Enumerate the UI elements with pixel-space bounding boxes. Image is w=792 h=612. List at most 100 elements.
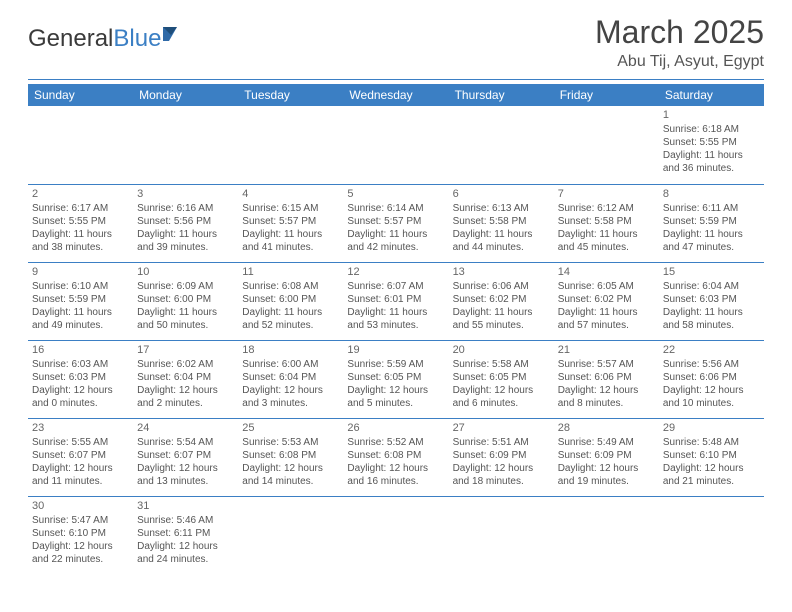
daylight-line: Daylight: 12 hours (453, 384, 550, 397)
day-number: 13 (453, 265, 550, 279)
calendar-row: 30Sunrise: 5:47 AMSunset: 6:10 PMDayligh… (28, 496, 764, 574)
weekday-header: Monday (133, 84, 238, 106)
sunrise-line: Sunrise: 6:18 AM (663, 123, 760, 136)
calendar-cell: 11Sunrise: 6:08 AMSunset: 6:00 PMDayligh… (238, 262, 343, 340)
sunset-line: Sunset: 5:59 PM (32, 293, 129, 306)
calendar-head: SundayMondayTuesdayWednesdayThursdayFrid… (28, 84, 764, 106)
day-number: 24 (137, 421, 234, 435)
daylight-line: Daylight: 12 hours (347, 462, 444, 475)
daylight-line: and 8 minutes. (558, 397, 655, 410)
calendar-cell: 19Sunrise: 5:59 AMSunset: 6:05 PMDayligh… (343, 340, 448, 418)
daylight-line: Daylight: 11 hours (453, 306, 550, 319)
calendar-cell: 1Sunrise: 6:18 AMSunset: 5:55 PMDaylight… (659, 106, 764, 184)
calendar-cell-empty (343, 496, 448, 574)
calendar-cell: 26Sunrise: 5:52 AMSunset: 6:08 PMDayligh… (343, 418, 448, 496)
daylight-line: Daylight: 12 hours (663, 384, 760, 397)
daylight-line: Daylight: 11 hours (663, 228, 760, 241)
calendar-cell: 29Sunrise: 5:48 AMSunset: 6:10 PMDayligh… (659, 418, 764, 496)
calendar-cell: 2Sunrise: 6:17 AMSunset: 5:55 PMDaylight… (28, 184, 133, 262)
daylight-line: and 50 minutes. (137, 319, 234, 332)
sunrise-line: Sunrise: 6:04 AM (663, 280, 760, 293)
day-number: 5 (347, 187, 444, 201)
sunrise-line: Sunrise: 6:05 AM (558, 280, 655, 293)
sunset-line: Sunset: 5:57 PM (347, 215, 444, 228)
calendar-row: 2Sunrise: 6:17 AMSunset: 5:55 PMDaylight… (28, 184, 764, 262)
daylight-line: and 49 minutes. (32, 319, 129, 332)
sunrise-line: Sunrise: 6:12 AM (558, 202, 655, 215)
day-number: 21 (558, 343, 655, 357)
weekday-header: Thursday (449, 84, 554, 106)
calendar-body: 1Sunrise: 6:18 AMSunset: 5:55 PMDaylight… (28, 106, 764, 574)
calendar-cell: 23Sunrise: 5:55 AMSunset: 6:07 PMDayligh… (28, 418, 133, 496)
daylight-line: Daylight: 12 hours (137, 540, 234, 553)
day-number: 15 (663, 265, 760, 279)
sunrise-line: Sunrise: 5:57 AM (558, 358, 655, 371)
calendar-cell: 18Sunrise: 6:00 AMSunset: 6:04 PMDayligh… (238, 340, 343, 418)
weekday-header: Friday (554, 84, 659, 106)
daylight-line: Daylight: 12 hours (558, 462, 655, 475)
daylight-line: and 58 minutes. (663, 319, 760, 332)
weekday-header: Saturday (659, 84, 764, 106)
sunset-line: Sunset: 6:05 PM (453, 371, 550, 384)
sunrise-line: Sunrise: 5:51 AM (453, 436, 550, 449)
calendar-cell: 21Sunrise: 5:57 AMSunset: 6:06 PMDayligh… (554, 340, 659, 418)
sunrise-line: Sunrise: 5:48 AM (663, 436, 760, 449)
sunrise-line: Sunrise: 5:52 AM (347, 436, 444, 449)
daylight-line: and 47 minutes. (663, 241, 760, 254)
sunrise-line: Sunrise: 5:54 AM (137, 436, 234, 449)
daylight-line: and 44 minutes. (453, 241, 550, 254)
calendar-cell-empty (28, 106, 133, 184)
daylight-line: and 36 minutes. (663, 162, 760, 175)
daylight-line: and 57 minutes. (558, 319, 655, 332)
day-number: 26 (347, 421, 444, 435)
calendar-cell: 4Sunrise: 6:15 AMSunset: 5:57 PMDaylight… (238, 184, 343, 262)
sunset-line: Sunset: 5:56 PM (137, 215, 234, 228)
calendar-cell: 15Sunrise: 6:04 AMSunset: 6:03 PMDayligh… (659, 262, 764, 340)
sunset-line: Sunset: 5:58 PM (558, 215, 655, 228)
day-number: 29 (663, 421, 760, 435)
calendar-row: 23Sunrise: 5:55 AMSunset: 6:07 PMDayligh… (28, 418, 764, 496)
daylight-line: Daylight: 11 hours (242, 306, 339, 319)
daylight-line: and 41 minutes. (242, 241, 339, 254)
sunrise-line: Sunrise: 6:07 AM (347, 280, 444, 293)
daylight-line: and 5 minutes. (347, 397, 444, 410)
sunset-line: Sunset: 6:04 PM (242, 371, 339, 384)
daylight-line: and 19 minutes. (558, 475, 655, 488)
daylight-line: and 18 minutes. (453, 475, 550, 488)
daylight-line: Daylight: 11 hours (32, 306, 129, 319)
sunset-line: Sunset: 6:01 PM (347, 293, 444, 306)
daylight-line: Daylight: 11 hours (347, 228, 444, 241)
daylight-line: and 22 minutes. (32, 553, 129, 566)
daylight-line: Daylight: 12 hours (137, 462, 234, 475)
sunset-line: Sunset: 6:04 PM (137, 371, 234, 384)
day-number: 8 (663, 187, 760, 201)
sunset-line: Sunset: 6:11 PM (137, 527, 234, 540)
sunset-line: Sunset: 6:00 PM (137, 293, 234, 306)
calendar-row: 1Sunrise: 6:18 AMSunset: 5:55 PMDaylight… (28, 106, 764, 184)
sunset-line: Sunset: 6:02 PM (558, 293, 655, 306)
calendar-cell: 22Sunrise: 5:56 AMSunset: 6:06 PMDayligh… (659, 340, 764, 418)
daylight-line: Daylight: 12 hours (32, 540, 129, 553)
calendar-cell: 6Sunrise: 6:13 AMSunset: 5:58 PMDaylight… (449, 184, 554, 262)
calendar-cell: 27Sunrise: 5:51 AMSunset: 6:09 PMDayligh… (449, 418, 554, 496)
sunset-line: Sunset: 5:57 PM (242, 215, 339, 228)
daylight-line: Daylight: 11 hours (137, 228, 234, 241)
daylight-line: Daylight: 11 hours (242, 228, 339, 241)
daylight-line: and 11 minutes. (32, 475, 129, 488)
title-block: March 2025 Abu Tij, Asyut, Egypt (595, 14, 764, 71)
daylight-line: and 14 minutes. (242, 475, 339, 488)
calendar-cell: 13Sunrise: 6:06 AMSunset: 6:02 PMDayligh… (449, 262, 554, 340)
sunset-line: Sunset: 6:07 PM (137, 449, 234, 462)
sunrise-line: Sunrise: 6:06 AM (453, 280, 550, 293)
day-number: 28 (558, 421, 655, 435)
sunset-line: Sunset: 6:05 PM (347, 371, 444, 384)
day-number: 14 (558, 265, 655, 279)
sunrise-line: Sunrise: 5:58 AM (453, 358, 550, 371)
calendar-cell: 10Sunrise: 6:09 AMSunset: 6:00 PMDayligh… (133, 262, 238, 340)
day-number: 4 (242, 187, 339, 201)
daylight-line: and 3 minutes. (242, 397, 339, 410)
day-number: 3 (137, 187, 234, 201)
calendar-cell: 24Sunrise: 5:54 AMSunset: 6:07 PMDayligh… (133, 418, 238, 496)
day-number: 19 (347, 343, 444, 357)
sunrise-line: Sunrise: 6:09 AM (137, 280, 234, 293)
